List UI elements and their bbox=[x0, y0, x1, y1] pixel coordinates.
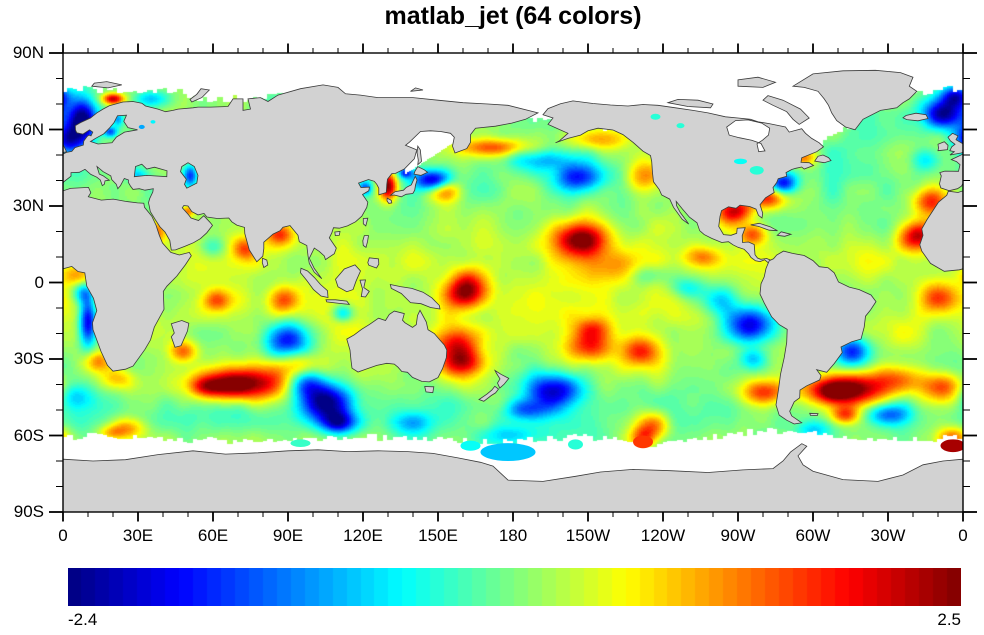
landmass-new-guinea bbox=[389, 283, 441, 310]
ocean-data-patch bbox=[290, 439, 311, 447]
landmass-sumatra bbox=[300, 267, 329, 299]
lake-layer bbox=[138, 113, 764, 175]
lake-data-patch bbox=[650, 113, 661, 120]
landmass-ireland bbox=[937, 141, 949, 152]
landmass-taiwan bbox=[362, 217, 369, 227]
landmass-new-zealand-north bbox=[493, 369, 510, 389]
landmass-hainan bbox=[334, 231, 341, 237]
landmass-java bbox=[325, 299, 351, 305]
landmass-greenland bbox=[791, 69, 918, 131]
landmass-sri-lanka bbox=[261, 257, 269, 269]
colorbar-min-label: -2.4 bbox=[68, 610, 98, 629]
lon-tick-label-60W-300: 60W bbox=[795, 526, 831, 545]
landmass-novaya-zemlya bbox=[189, 88, 211, 103]
lat-tick-label-60S: 60S bbox=[13, 425, 44, 445]
ocean-data-patch bbox=[480, 443, 536, 462]
landmass-ireland bbox=[38, 142, 48, 151]
landmass-borneo bbox=[335, 264, 361, 293]
landmass-new-siberian-islands bbox=[410, 87, 424, 92]
landmass-madagascar bbox=[170, 320, 190, 348]
chart-title: matlab_jet (64 colors) bbox=[384, 2, 642, 30]
landmass-sakhalin bbox=[416, 144, 422, 166]
landmass-africa bbox=[919, 190, 963, 272]
landmass-great-britain bbox=[947, 132, 963, 156]
landmass-ellesmere-island bbox=[737, 76, 777, 88]
lon-tick-label-120E-120: 120E bbox=[343, 526, 383, 545]
map-frame-and-ticks bbox=[49, 43, 977, 522]
landmass-hokkaido bbox=[413, 166, 429, 176]
landmass-cuba bbox=[750, 222, 778, 232]
landmass-sulawesi bbox=[359, 279, 370, 298]
lon-tick-label-120W-240: 120W bbox=[640, 526, 686, 545]
lon-tick-label-0-0: 0 bbox=[58, 526, 68, 545]
lon-tick-label-30E-30: 30E bbox=[122, 526, 154, 545]
polar-data-patches bbox=[290, 435, 963, 462]
land-layer bbox=[38, 69, 963, 512]
landmass-antarctica bbox=[63, 443, 963, 512]
lon-tick-label-0-360: 0 bbox=[958, 526, 968, 545]
lon-tick-label-60E-60: 60E bbox=[197, 526, 229, 545]
lake-data-patch bbox=[749, 165, 764, 175]
lat-tick-label-90N: 90N bbox=[12, 43, 44, 62]
landmass-falkland-islands bbox=[809, 412, 819, 417]
lon-tick-label-90E-90: 90E bbox=[272, 526, 304, 545]
landmass-luzon bbox=[362, 235, 369, 248]
ocean-data-patch bbox=[633, 435, 653, 449]
landmass-eurasia bbox=[939, 153, 963, 192]
landmass-newfoundland bbox=[814, 154, 832, 164]
lake-data-patch bbox=[676, 123, 685, 129]
landmass-baffin-island bbox=[762, 95, 810, 125]
landmass-africa bbox=[63, 186, 192, 372]
lon-tick-label-180-180: 180 bbox=[498, 526, 528, 545]
ocean-data-patch bbox=[940, 439, 963, 453]
ocean-data-patch bbox=[460, 440, 481, 451]
lat-tick-label-30N: 30N bbox=[12, 196, 44, 215]
landmass-victoria-island bbox=[666, 98, 714, 109]
colorbar-max-label: 2.5 bbox=[937, 610, 961, 629]
lake-data-patch bbox=[150, 120, 156, 124]
landmass-iceland bbox=[902, 112, 929, 122]
landmass-tasmania bbox=[424, 386, 435, 394]
lon-tick-label-90W-270: 90W bbox=[720, 526, 756, 545]
landmass-north-america bbox=[542, 100, 825, 264]
lat-tick-label-90S: 90S bbox=[13, 502, 44, 521]
landmass-antarctica bbox=[962, 458, 963, 512]
lon-tick-label-150W-210: 150W bbox=[565, 526, 611, 545]
lake-data-patch bbox=[734, 158, 747, 165]
lat-tick-label-60N: 60N bbox=[12, 119, 44, 139]
landmass-mindanao bbox=[367, 257, 380, 269]
lat-tick-label-0: 0 bbox=[34, 272, 44, 292]
landmass-south-america bbox=[759, 250, 877, 425]
landmass-kyushu bbox=[386, 197, 393, 204]
landmass-honshu bbox=[389, 175, 418, 198]
lat-tick-label-30S: 30S bbox=[13, 349, 44, 368]
lon-tick-label-150E-150: 150E bbox=[418, 526, 458, 545]
lon-tick-label-30W-330: 30W bbox=[870, 526, 906, 545]
lake-data-patch bbox=[138, 124, 145, 129]
colorbar bbox=[68, 568, 961, 606]
landmass-australia bbox=[346, 309, 448, 383]
landmass-eurasia bbox=[63, 84, 540, 280]
landmass-hispaniola bbox=[776, 231, 793, 237]
landmass-new-zealand-south bbox=[478, 385, 500, 402]
landmass-svalbard bbox=[91, 81, 122, 89]
landmass-great-britain bbox=[63, 143, 68, 153]
ocean-data-patch bbox=[568, 439, 583, 450]
